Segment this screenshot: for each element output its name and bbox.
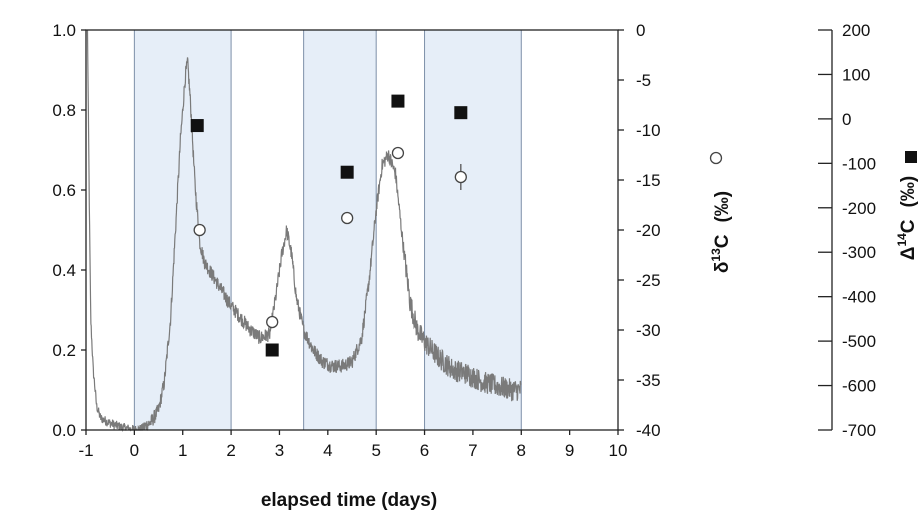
delta13c-suffix: C [712,234,733,248]
delta13c-sup: 13 [709,248,723,262]
delta14c-unit: (‰) [898,176,918,208]
x-tick-label-10: 9 [565,441,574,460]
y-right2-tick-label-8: 100 [842,65,870,84]
x-tick-label-4: 3 [275,441,284,460]
y-left-tick-label-4: 0.8 [52,101,76,120]
y-right-delta14c-axis: -700 -600 -500 -400 -300 -200 -100 0 100 200 [818,21,876,440]
y-right2-tick-label-3: -400 [842,288,876,307]
y-right1-tick-label-8: 0 [636,21,645,40]
y-left-tick-label-1: 0.2 [52,341,76,360]
x-axis: -1 0 1 2 3 4 5 6 7 8 9 10 [78,430,627,460]
delta13c-point-1 [266,315,279,329]
shaded-intervals [133,30,522,430]
y-right1-tick-label-2: -30 [636,321,661,340]
svg-text:Δ14C(‰): Δ14C (‰) [895,176,918,260]
signal-trace [86,29,522,433]
delta13c-legend-marker [709,151,723,165]
signal-trace-line [86,29,522,433]
delta13c-unit: (‰) [712,191,733,223]
y-right1-tick-label-7: -5 [636,71,651,90]
y-left-tick-label-5: 1.0 [52,21,76,40]
y-left-tick-label-2: 0.4 [52,261,76,280]
x-tick-label-2: 1 [178,441,187,460]
x-axis-title: elapsed time (days) [261,490,437,511]
delta14c-sup: 14 [895,233,909,247]
y-right1-tick-label-4: -20 [636,221,661,240]
x-tick-label-3: 2 [226,441,235,460]
y-right1-tick-label-1: -35 [636,371,661,390]
delta14c-legend-marker [905,151,917,163]
x-tick-label-9: 8 [517,441,526,460]
data-points [190,94,468,357]
y-right1-tick-label-6: -10 [636,121,661,140]
y-right1-tick-label-5: -15 [636,171,661,190]
delta14c-point-4 [454,106,468,120]
y-right2-tick-label-1: -600 [842,377,876,396]
x-tick-label-6: 5 [371,441,380,460]
y-right1-tick-label-3: -25 [636,271,661,290]
delta13c-point-2 [341,211,354,225]
x-tick-label-7: 6 [420,441,429,460]
y-right1-tick-label-0: -40 [636,421,661,440]
x-tick-label-1: 0 [130,441,139,460]
y-right2-tick-label-5: -200 [842,199,876,218]
shaded-interval-1 [303,30,377,430]
y-right2-tick-label-6: -100 [842,154,876,173]
svg-text:δ13C(‰): δ13C (‰) [709,191,733,273]
delta14c-point-1 [265,343,279,357]
delta14c-suffix: C [898,219,918,233]
delta13c-prefix: δ [712,262,733,274]
y-right2-tick-label-9: 200 [842,21,870,40]
y-right-delta13c-title: δ13C (‰) [709,191,733,273]
y-right-delta13c-axis: -40 -35 -30 -25 -20 -15 -10 -5 0 [618,21,661,440]
x-tick-label-5: 4 [323,441,332,460]
x-tick-label-11: 10 [609,441,628,460]
delta14c-point-2 [340,165,354,179]
y-right2-tick-label-0: -700 [842,421,876,440]
delta13c-point-3 [391,146,405,160]
y-right2-tick-label-7: 0 [842,110,851,129]
y-right2-tick-label-2: -500 [842,332,876,351]
y-left-tick-label-3: 0.6 [52,181,76,200]
y-right2-tick-label-4: -300 [842,243,876,262]
delta13c-point-0 [193,223,206,237]
y-left-axis: 0.0 0.2 0.4 0.6 0.8 1.0 [52,21,86,440]
delta13c-point-4 [454,170,467,184]
y-right-delta14c-title: Δ14C (‰) [895,176,918,260]
x-tick-label-8: 7 [468,441,477,460]
delta14c-point-0 [190,119,204,133]
delta14c-prefix: Δ [898,247,918,261]
y-left-tick-label-0: 0.0 [52,421,76,440]
delta14c-point-3 [391,94,405,108]
x-tick-label-0: -1 [78,441,93,460]
shaded-interval-0 [134,30,232,430]
